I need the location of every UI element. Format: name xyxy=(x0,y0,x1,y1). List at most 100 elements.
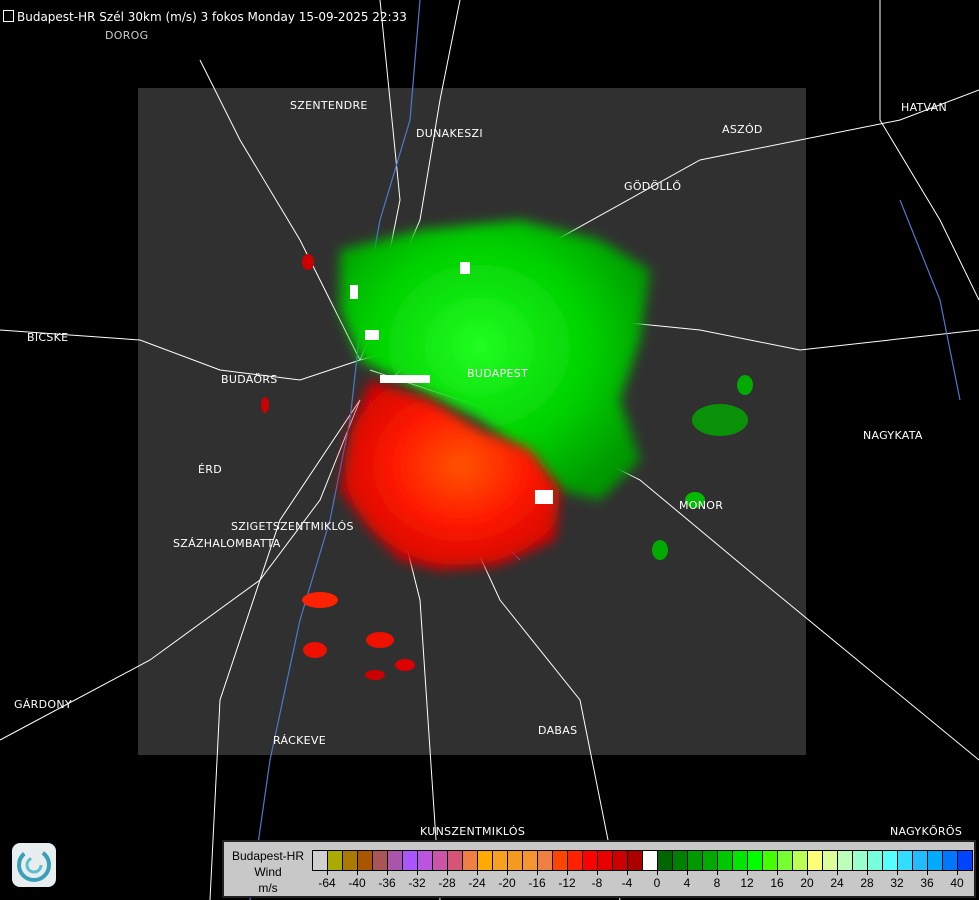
legend-color-cell xyxy=(463,851,478,870)
legend-color-cell xyxy=(523,851,538,870)
legend-tick-label: -20 xyxy=(498,876,516,890)
legend-color-cell xyxy=(673,851,688,870)
legend-tick-label: -40 xyxy=(348,876,366,890)
legend-color-cell xyxy=(538,851,553,870)
legend-tick xyxy=(837,870,838,875)
legend-color-cell xyxy=(583,851,598,870)
legend-color-cell xyxy=(358,851,373,870)
legend-color-cell xyxy=(868,851,883,870)
legend-color-cell xyxy=(853,851,868,870)
legend-tick xyxy=(927,870,928,875)
legend-color-cell xyxy=(733,851,748,870)
legend-tick-label: 32 xyxy=(890,876,904,890)
city-label: GÁRDONY xyxy=(14,698,72,711)
legend-tick-label: 28 xyxy=(860,876,874,890)
legend-unit: m/s xyxy=(258,881,278,895)
legend-tick-label: 20 xyxy=(800,876,814,890)
legend-tick-label: -12 xyxy=(558,876,576,890)
legend-tick xyxy=(687,870,688,875)
legend-tick xyxy=(717,870,718,875)
city-label: RÁCKEVE xyxy=(273,734,326,747)
legend-title: Budapest-HR Wind m/s xyxy=(224,848,312,896)
legend-color-cell xyxy=(478,851,493,870)
legend-tick-label: 24 xyxy=(830,876,844,890)
legend-color-cell xyxy=(628,851,643,870)
legend-tick xyxy=(387,870,388,875)
legend-tick xyxy=(567,870,568,875)
legend-color-cell xyxy=(568,851,583,870)
legend-quantity: Wind xyxy=(254,865,282,879)
legend-color-cell xyxy=(718,851,733,870)
legend-tick-label: 8 xyxy=(713,876,721,890)
legend-tick xyxy=(807,870,808,875)
legend-tick-label: -16 xyxy=(528,876,546,890)
legend-color-cell xyxy=(418,851,433,870)
legend-tick-label: 16 xyxy=(770,876,784,890)
echo-receding xyxy=(261,254,560,680)
legend-color-cell xyxy=(823,851,838,870)
legend-tick-label: -4 xyxy=(621,876,633,890)
legend-color-cell xyxy=(598,851,613,870)
legend-tick xyxy=(897,870,898,875)
legend-tick-label: -28 xyxy=(438,876,456,890)
legend-color-cell xyxy=(808,851,823,870)
legend-color-cell xyxy=(493,851,508,870)
logo xyxy=(12,843,56,887)
legend-color-cell xyxy=(388,851,403,870)
legend-tick xyxy=(507,870,508,875)
echo-approaching xyxy=(340,220,753,560)
city-label: ÉRD xyxy=(198,463,222,476)
legend-tick xyxy=(537,870,538,875)
legend-tick xyxy=(777,870,778,875)
legend-color-cell xyxy=(703,851,718,870)
legend-tick xyxy=(747,870,748,875)
color-legend: Budapest-HR Wind m/s -64 -40 -36 -32 -28 -24-… xyxy=(222,840,976,898)
map-title: Budapest-HR Szél 30km (m/s) 3 fokos Mond… xyxy=(3,10,407,24)
legend-color-cell xyxy=(508,851,523,870)
legend-tick xyxy=(327,870,328,875)
legend-color-cell xyxy=(643,851,658,870)
legend-color-cell xyxy=(343,851,358,870)
legend-tick-label: -32 xyxy=(408,876,426,890)
city-label: SZENTENDRE xyxy=(290,99,368,112)
legend-tick xyxy=(447,870,448,875)
legend-color-cell xyxy=(688,851,703,870)
city-label: NAGYKŐRÖS xyxy=(890,825,963,838)
legend-tick-label: 40 xyxy=(950,876,964,890)
legend-color-cell xyxy=(838,851,853,870)
city-label: HATVAN xyxy=(901,101,948,114)
legend-color-cell xyxy=(883,851,898,870)
legend-tick xyxy=(627,870,628,875)
legend-color-cell xyxy=(328,851,343,870)
legend-color-cell xyxy=(403,851,418,870)
swirl-logo-icon xyxy=(17,848,51,882)
legend-tick xyxy=(597,870,598,875)
legend-color-cell xyxy=(433,851,448,870)
legend-color-cell xyxy=(658,851,673,870)
legend-tick-label: -8 xyxy=(591,876,603,890)
document-icon xyxy=(3,10,14,22)
legend-color-bar xyxy=(312,850,973,871)
legend-tick-label: -36 xyxy=(378,876,396,890)
city-label: SZÁZHALOMBATTA xyxy=(173,537,281,550)
title-text: Budapest-HR Szél 30km (m/s) 3 fokos Mond… xyxy=(17,10,407,24)
legend-color-cell xyxy=(763,851,778,870)
legend-color-cell xyxy=(373,851,388,870)
legend-tick xyxy=(657,870,658,875)
legend-color-cell xyxy=(748,851,763,870)
city-label: BUDAPEST xyxy=(467,367,529,380)
city-label: BICSKE xyxy=(27,331,69,344)
legend-tick-label: -64 xyxy=(318,876,336,890)
legend-tick-label: 36 xyxy=(920,876,934,890)
legend-tick-label: -24 xyxy=(468,876,486,890)
legend-color-cell xyxy=(913,851,928,870)
city-label: DOROG xyxy=(105,29,149,42)
legend-tick xyxy=(477,870,478,875)
city-label: DUNAKESZI xyxy=(416,127,483,140)
city-label: ASZÓD xyxy=(722,123,763,136)
legend-tick-label: 0 xyxy=(653,876,661,890)
legend-color-cell xyxy=(793,851,808,870)
city-label: GÖDÖLLŐ xyxy=(624,180,682,193)
legend-tick xyxy=(357,870,358,875)
